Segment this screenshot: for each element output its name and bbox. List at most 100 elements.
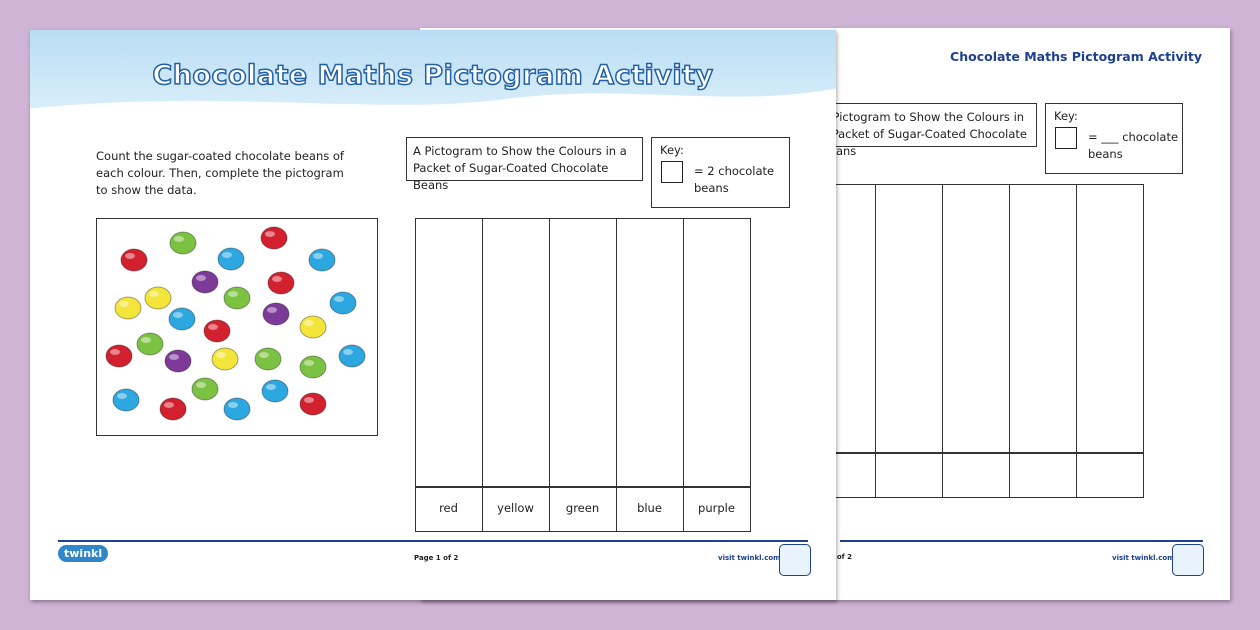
footer-rule — [58, 540, 808, 542]
category-label: red — [439, 501, 458, 515]
bean — [254, 347, 282, 371]
bean-shine — [304, 397, 314, 403]
bean — [203, 319, 231, 343]
quality-badge — [1172, 544, 1204, 576]
key-label: Key: — [660, 143, 684, 157]
bean — [191, 377, 219, 401]
bean-shine — [343, 349, 353, 355]
bean-shine — [119, 301, 129, 307]
bean — [159, 397, 187, 421]
bean — [217, 247, 245, 271]
bean — [299, 392, 327, 416]
pictogram-title: A Pictogram to Show the Colours in a Pac… — [814, 103, 1037, 158]
pictogram-column — [683, 218, 751, 487]
bean-shine — [272, 276, 282, 282]
bean — [105, 344, 133, 368]
bean — [211, 347, 239, 371]
category-cell — [1076, 452, 1144, 498]
footer-rule — [840, 540, 1203, 542]
logo: twinkl — [58, 545, 109, 562]
pictogram-column — [482, 218, 550, 487]
bean — [169, 231, 197, 255]
key-text: = 2 chocolate beans — [694, 164, 775, 195]
pictogram-column — [415, 218, 483, 487]
footer-link: visit twinkl.com — [1112, 554, 1175, 562]
category-cell — [942, 452, 1010, 498]
bean — [329, 291, 357, 315]
key-box: Key: = ___ chocolate beans — [1045, 103, 1183, 174]
front-page: Chocolate Maths Pictogram Activity Count… — [30, 30, 836, 600]
bean — [136, 332, 164, 356]
bean — [308, 248, 336, 272]
bean — [191, 270, 219, 294]
pictogram-column — [616, 218, 684, 487]
bean — [168, 307, 196, 331]
bean — [262, 302, 290, 326]
key-label: Key: — [1054, 109, 1078, 123]
bean — [267, 271, 295, 295]
bean-shine — [266, 384, 276, 390]
beans-box — [96, 218, 378, 436]
instructions: Count the sugar-coated chocolate beans o… — [96, 149, 344, 197]
category-cell — [875, 452, 943, 498]
category-label: yellow — [497, 501, 534, 515]
bean-shine — [267, 307, 277, 313]
bean-shine — [216, 352, 226, 358]
key-text: = ___ chocolate beans — [1088, 130, 1179, 161]
key-square — [1055, 127, 1077, 149]
page-header: Chocolate Maths Pictogram Activity — [950, 49, 1202, 64]
quality-badge — [779, 544, 811, 576]
header-band — [30, 30, 836, 112]
bean-shine — [265, 231, 275, 237]
bean-shine — [110, 349, 120, 355]
bean — [299, 315, 327, 339]
bean-shine — [228, 291, 238, 297]
bean-shine — [259, 352, 269, 358]
bean-shine — [173, 312, 183, 318]
bean-shine — [117, 393, 127, 399]
category-cell — [1009, 452, 1077, 498]
bean-shine — [125, 253, 135, 259]
bean-shine — [169, 354, 179, 360]
bean-shine — [208, 324, 218, 330]
bean — [144, 286, 172, 310]
pictogram-title: A Pictogram to Show the Colours in a Pac… — [406, 137, 643, 192]
page-number: Page 1 of 2 — [414, 554, 459, 562]
pictogram-column — [942, 184, 1010, 453]
bean-shine — [304, 360, 314, 366]
bean-shine — [164, 402, 174, 408]
bean-shine — [196, 382, 206, 388]
key-square — [661, 161, 683, 183]
title: Chocolate Maths Pictogram Activity — [152, 59, 714, 92]
bean — [261, 379, 289, 403]
key-box: Key: = 2 chocolate beans — [651, 137, 790, 208]
pictogram-column — [875, 184, 943, 453]
bean-shine — [228, 402, 238, 408]
bean-shine — [304, 320, 314, 326]
bean — [114, 296, 142, 320]
footer-link: visit twinkl.com — [718, 554, 781, 562]
category-label: blue — [637, 501, 662, 515]
pictogram-column — [1076, 184, 1144, 453]
bean-shine — [313, 253, 323, 259]
bean-shine — [174, 236, 184, 242]
bean — [260, 226, 288, 250]
pictogram-column — [1009, 184, 1077, 453]
bean-shine — [149, 291, 159, 297]
bean — [338, 344, 366, 368]
bean-shine — [141, 337, 151, 343]
bean — [120, 248, 148, 272]
bean — [112, 388, 140, 412]
bean — [223, 286, 251, 310]
bean-shine — [196, 275, 206, 281]
bean-shine — [222, 252, 232, 258]
bean-shine — [334, 296, 344, 302]
pictogram-column — [549, 218, 617, 487]
category-label: purple — [698, 501, 735, 515]
bean — [223, 397, 251, 421]
category-cell — [683, 486, 751, 532]
bean — [299, 355, 327, 379]
category-label: green — [565, 501, 600, 515]
bean — [164, 349, 192, 373]
